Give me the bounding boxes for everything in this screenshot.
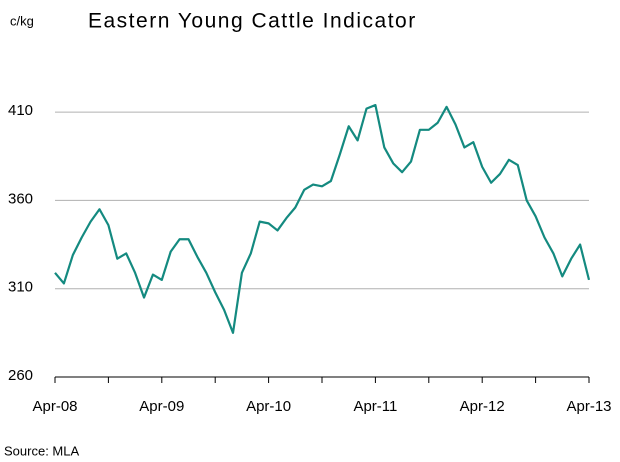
- chart-title: Eastern Young Cattle Indicator: [88, 10, 417, 33]
- y-tick-label: 410: [8, 102, 33, 119]
- y-tick-label: 310: [8, 279, 33, 296]
- x-tick-label: Apr-11: [353, 398, 397, 415]
- x-tick-label: Apr-08: [32, 398, 77, 415]
- line-series: [54, 103, 591, 334]
- y-unit: c/kg: [10, 13, 34, 28]
- x-tick-label: Apr-13: [566, 398, 611, 415]
- x-tick-label: Apr-10: [246, 398, 291, 415]
- y-tick-label: 360: [8, 190, 33, 207]
- x-tick-label: Apr-09: [139, 398, 184, 415]
- source: Source: MLA: [4, 443, 79, 458]
- x-tick-label: Apr-12: [460, 398, 505, 415]
- y-tick-label: 260: [8, 367, 33, 384]
